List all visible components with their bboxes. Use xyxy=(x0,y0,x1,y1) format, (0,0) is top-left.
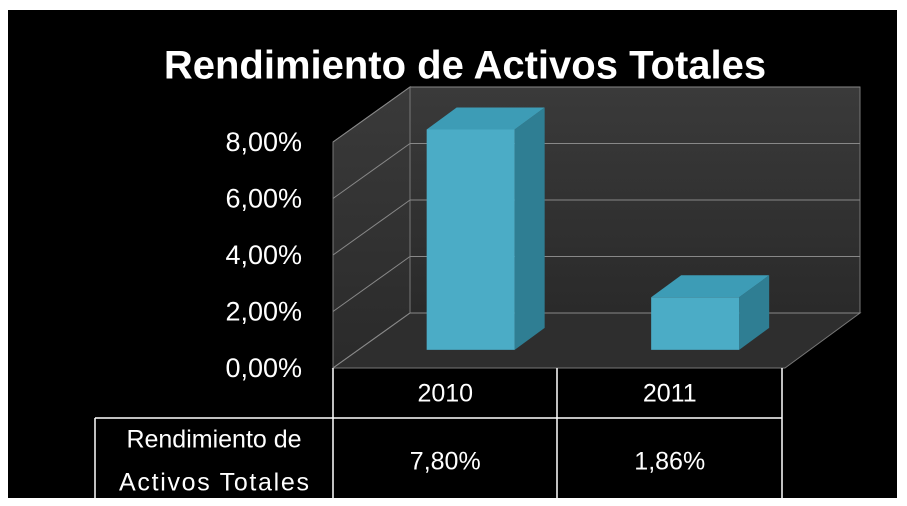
grid-line xyxy=(332,143,411,199)
grid-line xyxy=(332,312,411,369)
grid-line xyxy=(332,256,411,312)
y-tick-label: 0,00% xyxy=(225,353,302,383)
row-header: Activos Totales xyxy=(119,469,309,497)
chart-title: Rendimiento de Activos Totales xyxy=(164,44,766,88)
bar xyxy=(651,297,740,350)
floor xyxy=(331,312,862,369)
bar-side xyxy=(739,275,770,350)
bar-top xyxy=(426,107,545,130)
y-tick-label: 4,00% xyxy=(225,240,302,270)
y-tick-label: 6,00% xyxy=(225,184,302,214)
row-header: Rendimiento de xyxy=(126,426,301,454)
x-tick-label: 2010 xyxy=(417,380,473,408)
value-label: 1,86% xyxy=(634,448,705,476)
bar-side xyxy=(514,107,545,350)
bar-top xyxy=(651,275,770,298)
grid-line xyxy=(332,199,411,256)
y-tick-label: 2,00% xyxy=(225,297,302,327)
x-tick-label: 2011 xyxy=(643,380,697,408)
data-table xyxy=(94,368,783,498)
bar xyxy=(426,129,515,350)
value-label: 7,80% xyxy=(410,448,481,476)
y-tick-label: 8,00% xyxy=(225,127,302,157)
grid-line xyxy=(332,86,411,143)
